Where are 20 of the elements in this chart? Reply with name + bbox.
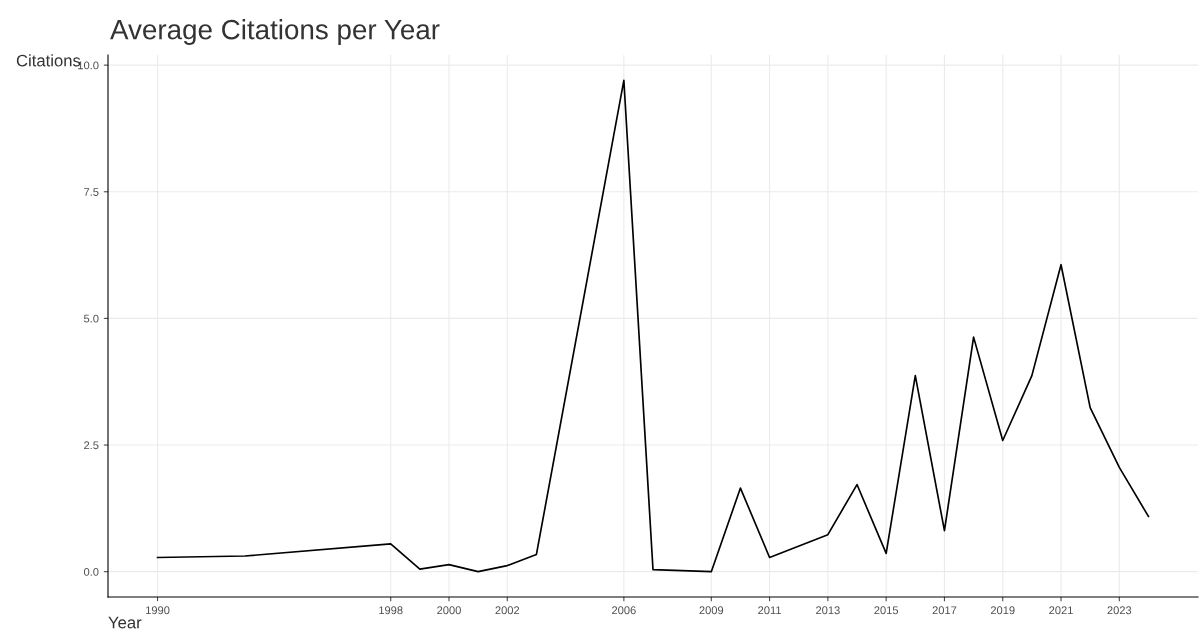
x-tick-label: 2009 — [699, 606, 724, 615]
x-tick-label: 2013 — [816, 606, 840, 615]
x-tick-label: 2006 — [612, 606, 636, 615]
x-tick-label: 2019 — [990, 606, 1015, 615]
y-tick-label: 2.5 — [84, 441, 99, 450]
chart-title: Average Citations per Year — [110, 19, 440, 45]
x-tick-label: 2023 — [1107, 606, 1132, 615]
x-tick-label: 2015 — [874, 606, 899, 615]
x-tick-label: 1998 — [379, 606, 403, 615]
y-tick-label: 0.0 — [83, 567, 99, 576]
x-tick-label: 2002 — [495, 606, 520, 615]
line-series — [156, 79, 1150, 573]
y-tick-label: 5.0 — [83, 314, 99, 323]
x-tick-label: 2021 — [1049, 606, 1073, 615]
x-tick-label: 1990 — [146, 606, 170, 615]
y-tick-label: 7.5 — [84, 188, 99, 196]
x-tick-label: 2011 — [758, 606, 781, 615]
x-axis-title: Year — [108, 616, 142, 629]
x-tick-label: 2000 — [437, 606, 461, 615]
x-tick-label: 2017 — [932, 606, 957, 615]
